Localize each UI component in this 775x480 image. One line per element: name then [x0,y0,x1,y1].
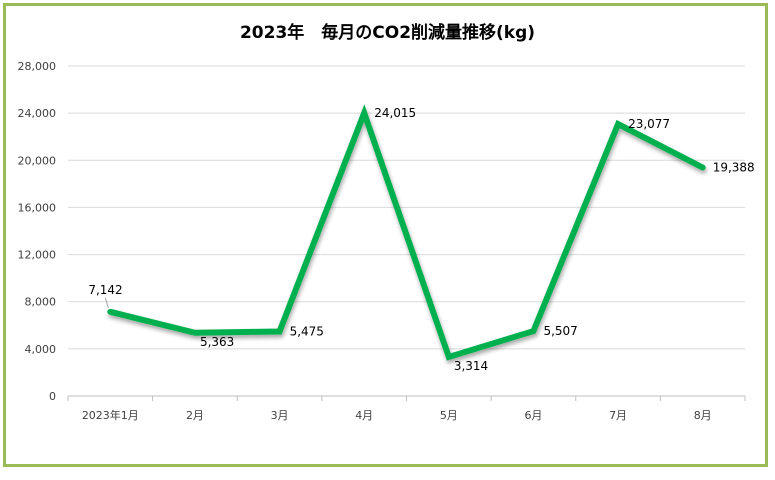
y-tick-label: 12,000 [18,249,57,262]
series-line [107,104,706,361]
x-tick-label: 8月 [694,409,712,422]
x-tick-label: 3月 [271,409,289,422]
y-tick-label: 28,000 [18,60,57,73]
leader-line [104,297,109,308]
chart-title: 2023年 毎月のCO2削減量推移(kg) [239,23,536,43]
x-tick-label: 6月 [524,409,542,422]
y-tick-label: 0 [49,390,56,403]
x-tick-label: 2023年1月 [82,408,139,422]
x-tick-label: 5月 [440,409,458,422]
data-label: 5,363 [200,335,234,349]
y-tick-label: 24,000 [18,107,57,120]
x-tick-label: 2月 [186,409,204,422]
data-label: 5,507 [543,324,577,338]
data-label: 23,077 [628,117,670,131]
data-label: 7,142 [88,283,122,297]
y-tick-label: 16,000 [18,201,57,214]
y-tick-label: 20,000 [18,154,57,167]
data-label: 24,015 [374,106,416,120]
x-tick-label: 4月 [355,409,373,422]
data-label: 5,475 [290,324,324,338]
data-label: 3,314 [454,359,488,373]
chart-frame [3,3,768,467]
x-tick-label: 7月 [609,409,627,422]
data-label: 19,388 [713,160,755,174]
y-tick-label: 8,000 [25,296,57,309]
y-tick-label: 4,000 [25,343,57,356]
